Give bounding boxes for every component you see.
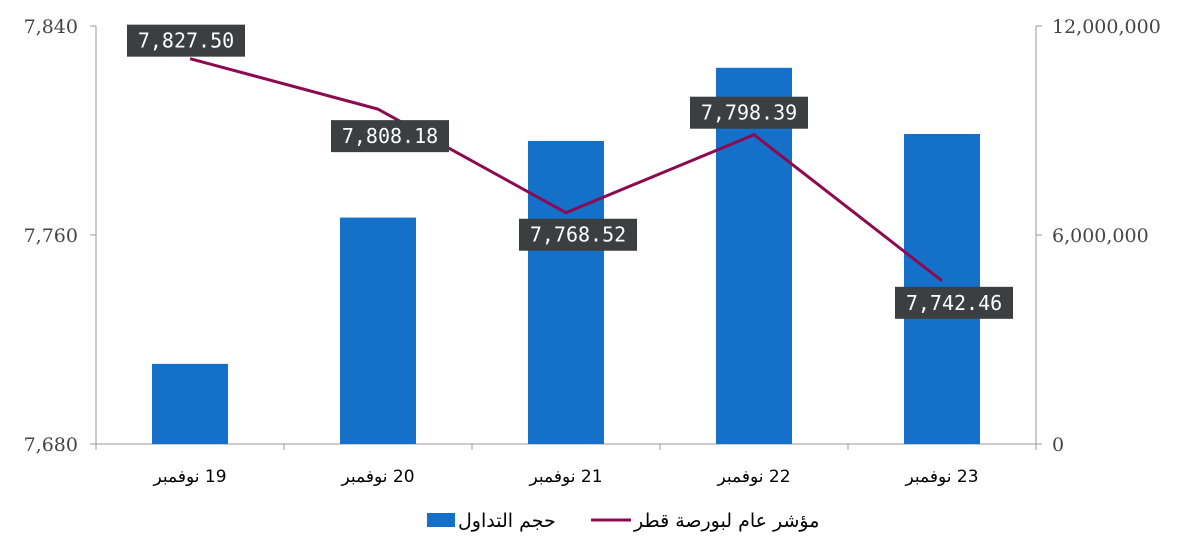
x-tick-label: 22 نوفمبر: [716, 467, 790, 487]
left-tick-label: 7,680: [24, 434, 78, 456]
data-label: 7,827.50: [127, 24, 245, 57]
data-label: 7,798.39: [690, 96, 808, 129]
data-label-box: [519, 218, 637, 251]
right-tick-label: 6,000,000: [1052, 225, 1149, 247]
data-label-text: 7,742.46: [906, 291, 1002, 315]
legend-label-line: مؤشر عام لبورصة قطر: [633, 510, 819, 532]
legend-label-bar: حجم التداول: [458, 510, 556, 532]
volume-bar: [152, 363, 228, 444]
legend-swatch-bar: [427, 513, 455, 527]
volume-bar: [528, 140, 604, 444]
axes: 7,680 7,760 7,840 0 6,000,000 12,000,000 19 نو…: [24, 16, 1161, 487]
data-label-text: 7,798.39: [701, 101, 797, 125]
data-label: 7,742.46: [895, 286, 1013, 319]
data-labels: 7,827.50 7,808.18 7,768.52 7,798.39 7,742.46: [127, 24, 1013, 319]
data-label-text: 7,768.52: [530, 223, 626, 247]
volume-bar: [716, 67, 792, 445]
x-tick-label: 20 نوفمبر: [340, 467, 414, 487]
data-label-box: [690, 96, 808, 129]
x-tick-label: 21 نوفمبر: [528, 467, 602, 487]
index-line: [189, 57, 943, 283]
right-tick-label: 0: [1052, 434, 1064, 456]
data-label-box: [895, 286, 1013, 319]
volume-bar: [340, 217, 416, 444]
data-label-box: [331, 120, 449, 153]
legend: حجم التداول مؤشر عام لبورصة قطر: [427, 510, 819, 532]
data-label-box: [127, 24, 245, 57]
index-line-layer: [189, 57, 943, 283]
x-tick-label: 23 نوفمبر: [904, 467, 978, 487]
right-tick-label: 12,000,000: [1052, 16, 1161, 38]
left-tick-label: 7,840: [24, 16, 78, 38]
x-tick-label: 19 نوفمبر: [152, 467, 226, 487]
left-tick-label: 7,760: [24, 225, 78, 247]
bars: [152, 67, 980, 445]
data-label: 7,768.52: [519, 218, 637, 251]
data-label: 7,808.18: [331, 120, 449, 153]
data-label-text: 7,808.18: [342, 124, 438, 148]
data-label-text: 7,827.50: [138, 29, 234, 53]
